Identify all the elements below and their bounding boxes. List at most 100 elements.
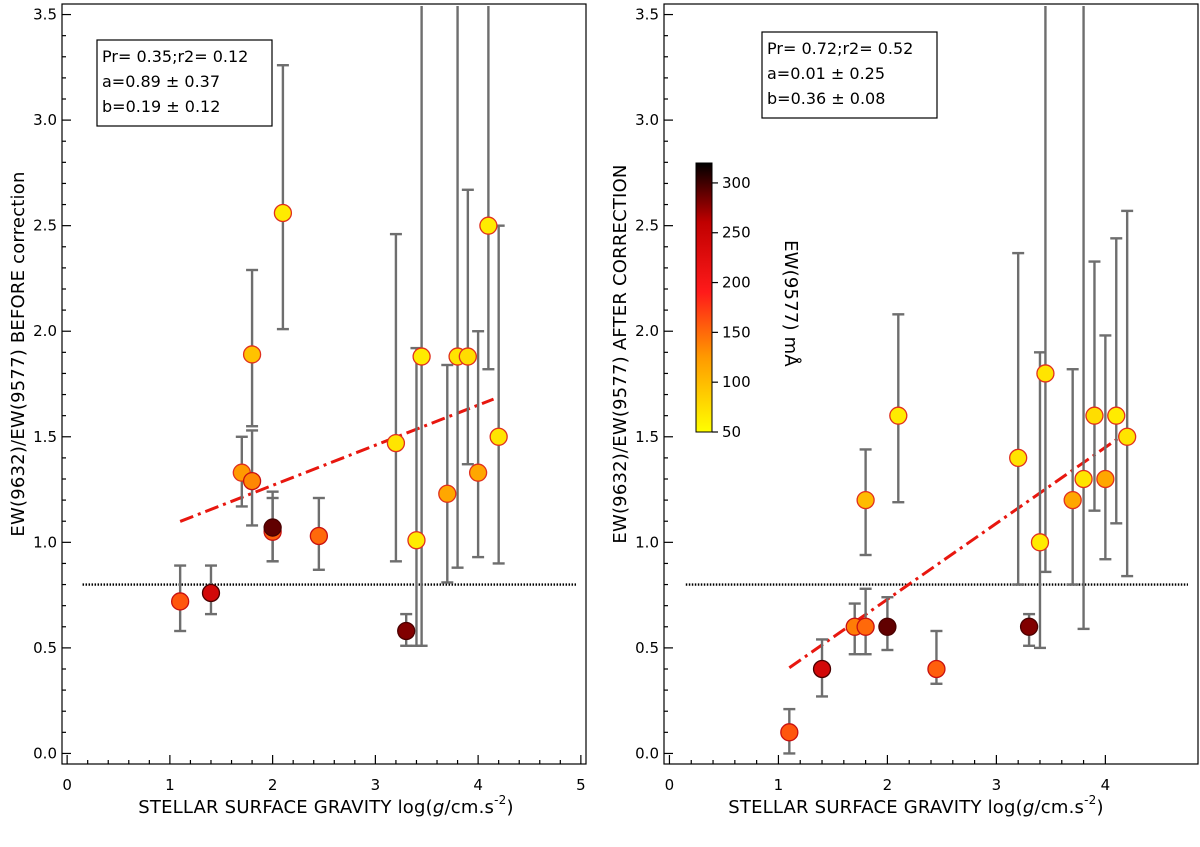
colorbar-gradient — [695, 162, 713, 433]
colorbar-tick-label: 300 — [722, 174, 751, 192]
left-y-tick-label: 0.5 — [33, 639, 57, 657]
left-stats-line: b=0.19 ± 0.12 — [102, 97, 220, 116]
right-data-point — [1085, 406, 1104, 425]
left-data-point — [407, 531, 426, 550]
left-x-tick-label: 5 — [576, 776, 586, 794]
right-data-point — [1030, 533, 1050, 552]
left-data-point — [458, 347, 477, 366]
left-data-point — [489, 427, 508, 446]
right-data-point — [1074, 469, 1093, 489]
left-x-axis-label-var: g — [433, 797, 445, 818]
left-data-point — [273, 203, 293, 223]
left-plot-frame — [61, 3, 587, 765]
left-data-point — [397, 621, 416, 641]
right-x-tick-label: 4 — [1101, 776, 1111, 794]
right-y-tick-label: 2.0 — [635, 322, 659, 340]
right-error-bar — [1121, 209, 1134, 578]
right-data-point — [927, 659, 946, 679]
left-x-tick-label: 2 — [268, 776, 278, 794]
right-y-tick-label: 3.0 — [635, 111, 659, 129]
left-error-bar — [472, 330, 485, 559]
left-x-axis-label: STELLAR SURFACE GRAVITY log(g/cm.s-2) — [138, 793, 513, 818]
left-data-point — [412, 347, 431, 366]
right-data-point — [1063, 490, 1082, 510]
left-data-point — [242, 345, 262, 364]
right-stats-line: b=0.36 ± 0.08 — [767, 89, 885, 108]
right-data-point — [812, 659, 832, 679]
left-y-tick-label: 2.5 — [33, 217, 57, 235]
right-x-axis-label-sup: -2 — [1084, 793, 1096, 807]
right-stats-line: Pr= 0.72;r2= 0.52 — [767, 39, 913, 58]
right-x-tick-label: 3 — [992, 776, 1002, 794]
right-data-point — [1107, 406, 1126, 425]
left-data-point — [201, 583, 221, 603]
right-x-axis-label-unit: /cm.s — [1034, 797, 1084, 818]
right-fit-line — [788, 434, 1123, 669]
right-data-point — [780, 723, 799, 742]
left-x-tick-label: 4 — [473, 776, 483, 794]
left-error-bar — [451, 6, 464, 569]
left-x-axis-label-unit: /cm.s — [444, 797, 494, 818]
left-stats-box — [96, 39, 273, 127]
left-stats-line: Pr= 0.35;r2= 0.12 — [102, 47, 248, 66]
right-error-bar — [1033, 351, 1046, 650]
right-error-bar — [1012, 251, 1025, 586]
right-x-axis-label: STELLAR SURFACE GRAVITY log(g/cm.s-2) — [728, 793, 1103, 818]
left-y-tick-label: 1.5 — [33, 428, 57, 446]
left-data-point — [468, 463, 488, 482]
right-y-tick-label: 3.5 — [635, 6, 659, 24]
left-stats-line: a=0.89 ± 0.37 — [102, 72, 220, 91]
right-error-bar — [1099, 334, 1112, 561]
right-y-tick-label: 0.5 — [635, 639, 659, 657]
left-x-tick-label: 3 — [371, 776, 381, 794]
right-error-bar — [1066, 368, 1079, 586]
left-error-bar — [482, 6, 495, 371]
left-data-point — [479, 216, 498, 235]
right-y-tick-label: 2.5 — [635, 217, 659, 235]
left-y-tick-label: 0.0 — [33, 744, 57, 762]
right-x-tick-label: 1 — [774, 776, 784, 794]
right-x-axis-label-close: ) — [1096, 797, 1103, 818]
left-x-axis-label-close: ) — [506, 797, 513, 818]
right-data-point — [1009, 448, 1028, 468]
right-x-axis-label-prefix: STELLAR SURFACE GRAVITY log( — [728, 797, 1023, 818]
left-x-axis-label-prefix: STELLAR SURFACE GRAVITY log( — [138, 797, 433, 818]
right-x-axis-label-var: g — [1023, 797, 1035, 818]
right-y-tick-label: 0.0 — [635, 744, 659, 762]
left-data-point — [171, 592, 190, 611]
colorbar: 50 100 150 200 250 300 EW(9577) mÅ — [695, 162, 802, 441]
right-data-point — [856, 490, 875, 510]
colorbar-tick-label: 150 — [722, 323, 751, 341]
left-error-bar — [492, 224, 505, 565]
left-y-tick-label: 3.0 — [33, 111, 57, 129]
right-error-bar — [1110, 237, 1123, 525]
left-y-tick-label: 3.5 — [33, 6, 57, 24]
left-error-bar — [389, 232, 402, 563]
left-error-bar — [276, 64, 289, 331]
panel-left: 0.0 0.5 1.0 1.5 2.0 2.5 3.0 3.5 0 1 2 3 4 5 STELLAR SU… — [8, 3, 587, 818]
right-error-bar — [1088, 260, 1101, 512]
left-x-tick-label: 1 — [165, 776, 175, 794]
right-x-tick-label: 0 — [665, 776, 675, 794]
left-data-point — [242, 471, 262, 491]
right-data-point — [1019, 617, 1039, 636]
left-data-point — [263, 518, 282, 537]
right-stats-line: a=0.01 ± 0.25 — [767, 64, 885, 83]
colorbar-tick-label: 50 — [722, 423, 741, 441]
left-fit-line — [179, 397, 495, 523]
left-x-tick-label: 0 — [62, 776, 72, 794]
right-stats-box — [761, 31, 938, 119]
colorbar-tick-label: 100 — [722, 373, 751, 391]
right-data-point — [1118, 427, 1137, 446]
right-data-point — [889, 406, 908, 425]
right-error-bar — [1039, 6, 1052, 574]
colorbar-tick-label: 200 — [722, 274, 751, 292]
left-y-tick-label: 2.0 — [33, 322, 57, 340]
left-error-bar — [461, 188, 474, 466]
left-data-point — [309, 526, 329, 546]
right-data-point — [878, 617, 897, 636]
left-y-axis-label: EW(9632)/EW(9577) BEFORE correction — [8, 171, 29, 536]
right-data-point — [1036, 364, 1055, 383]
